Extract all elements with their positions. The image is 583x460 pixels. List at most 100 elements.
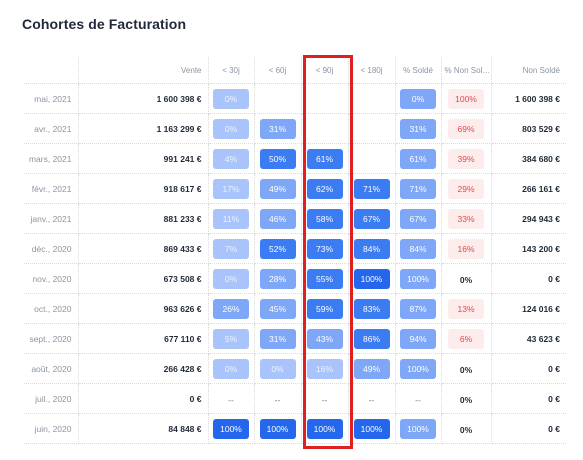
cell-d30: 26% [208, 293, 255, 324]
table-row[interactable]: juin, 2020 84 848 €100% 100% 100% 100% 100% 0%… [24, 413, 566, 444]
percent-chip: 31% [400, 118, 436, 139]
cell-month: août, 2020 [24, 353, 79, 384]
header-non-solde[interactable]: Non Soldé [491, 57, 566, 84]
cell-solde: -- [395, 383, 442, 414]
cell-solde: 84% [395, 233, 442, 264]
table-row[interactable]: févr., 2021 918 617 €17% 49% 62% 71% 71% 29% 26… [24, 173, 566, 204]
header-non-solde-pct[interactable]: % Non Sol… [441, 57, 492, 84]
table-row[interactable]: déc., 2020 869 433 €7% 52% 73% 84% 84% 16% 143 … [24, 233, 566, 264]
cell-d180: -- [348, 383, 396, 414]
cell-d60: 100% [254, 413, 302, 444]
percent-chip: 59% [306, 298, 343, 319]
empty-dash: -- [274, 394, 281, 405]
cell-d90: 73% [301, 233, 349, 264]
red-percent-chip: 33% [448, 208, 484, 229]
cell-non-solde-pct: 33% [441, 203, 492, 234]
red-percent-chip: 39% [448, 148, 484, 169]
percent-chip: 100% [400, 418, 436, 439]
cell-d60: 46% [254, 203, 302, 234]
cell-non-solde-pct: 29% [441, 173, 492, 204]
percent-chip: 62% [306, 178, 343, 199]
percent-chip: 0% [259, 358, 296, 379]
header-60j[interactable]: < 60j [254, 57, 302, 84]
empty-dash: -- [415, 394, 421, 405]
cell-d180: 86% [348, 323, 396, 354]
percent-chip: 31% [259, 328, 296, 349]
cell-d180 [348, 143, 396, 174]
cell-solde: 0% [395, 83, 442, 114]
percent-chip: 73% [306, 238, 343, 259]
cohort-table: Vente < 30j < 60j < 90j < 180j % Soldé %… [24, 57, 566, 444]
empty-dash: -- [321, 394, 328, 405]
percent-value: 0% [459, 424, 473, 435]
cell-vente: 673 508 € [78, 263, 209, 294]
empty-dash: -- [228, 394, 234, 405]
cell-solde: 94% [395, 323, 442, 354]
table-row[interactable]: oct., 2020 963 626 €26% 45% 59% 83% 87% 13% 124… [24, 293, 566, 324]
cell-d60: 0% [254, 353, 302, 384]
cell-non-solde-pct: 100% [441, 83, 492, 114]
cell-solde: 100% [395, 353, 442, 384]
cell-vente: 266 428 € [78, 353, 209, 384]
cell-vente: 1 163 299 € [78, 113, 209, 144]
table-row[interactable]: sept., 2020 677 110 €5% 31% 43% 86% 94% 6% 43 6… [24, 323, 566, 354]
table-row[interactable]: août, 2020 266 428 €0% 0% 16% 49% 100% 0% 0 € [24, 353, 566, 384]
percent-chip: 7% [213, 238, 249, 259]
percent-chip: 87% [400, 298, 436, 319]
percent-chip: 0% [400, 88, 436, 109]
table-row[interactable]: avr., 2021 1 163 299 €0% 31% 31% 69% 803 529 … [24, 113, 566, 144]
percent-chip: 4% [213, 148, 249, 169]
table-row[interactable]: mai, 2021 1 600 398 €0% 0% 100% 1 600 398 € [24, 83, 566, 114]
cell-d90: 61% [301, 143, 349, 174]
cell-d30: 100% [208, 413, 255, 444]
percent-chip: 100% [353, 418, 390, 439]
cell-d30: 0% [208, 353, 255, 384]
cell-month: mars, 2021 [24, 143, 79, 174]
cell-d90: 59% [301, 293, 349, 324]
cell-vente: 918 617 € [78, 173, 209, 204]
percent-chip: 84% [400, 238, 436, 259]
header-solde-pct[interactable]: % Soldé [395, 57, 442, 84]
header-30j[interactable]: < 30j [208, 57, 255, 84]
cell-d90 [301, 113, 349, 144]
cell-month: juil., 2020 [24, 383, 79, 414]
cell-vente: 84 848 € [78, 413, 209, 444]
cell-vente: 881 233 € [78, 203, 209, 234]
cell-solde: 100% [395, 413, 442, 444]
cell-d90 [301, 83, 349, 114]
cell-non-solde: 43 623 € [491, 323, 566, 354]
cell-d90: 55% [301, 263, 349, 294]
cell-d30: -- [208, 383, 255, 414]
cell-vente: 1 600 398 € [78, 83, 209, 114]
red-percent-chip: 100% [448, 88, 484, 109]
percent-chip: 45% [259, 298, 296, 319]
percent-chip: 67% [400, 208, 436, 229]
table-row[interactable]: juil., 2020 0 € -- -- -- -- -- 0% 0 € [24, 383, 566, 414]
percent-chip: 0% [213, 88, 249, 109]
header-vente[interactable]: Vente [78, 57, 209, 84]
table-row[interactable]: mars, 2021 991 241 €4% 50% 61% 61% 39% 384 680… [24, 143, 566, 174]
cell-d60: 50% [254, 143, 302, 174]
percent-chip: 17% [213, 178, 249, 199]
header-row: Vente < 30j < 60j < 90j < 180j % Soldé %… [24, 57, 566, 84]
header-month[interactable] [24, 57, 79, 84]
cell-non-solde-pct: 0% [441, 413, 492, 444]
table-row[interactable]: nov., 2020 673 508 €0% 28% 55% 100% 100% 0% 0 € [24, 263, 566, 294]
cell-vente: 0 € [78, 383, 209, 414]
cell-solde: 100% [395, 263, 442, 294]
percent-chip: 83% [353, 298, 390, 319]
table-row[interactable]: janv., 2021 881 233 €11% 46% 58% 67% 67% 33% 29… [24, 203, 566, 234]
percent-chip: 100% [400, 268, 436, 289]
cell-vente: 677 110 € [78, 323, 209, 354]
percent-chip: 100% [259, 418, 296, 439]
cell-month: sept., 2020 [24, 323, 79, 354]
cell-non-solde-pct: 0% [441, 263, 492, 294]
percent-chip: 86% [353, 328, 390, 349]
header-90j[interactable]: < 90j [301, 57, 349, 84]
cell-vente: 991 241 € [78, 143, 209, 174]
cell-d60: -- [254, 383, 302, 414]
header-180j[interactable]: < 180j [348, 57, 396, 84]
cell-non-solde: 803 529 € [491, 113, 566, 144]
percent-value: 0% [459, 394, 473, 405]
cell-month: nov., 2020 [24, 263, 79, 294]
